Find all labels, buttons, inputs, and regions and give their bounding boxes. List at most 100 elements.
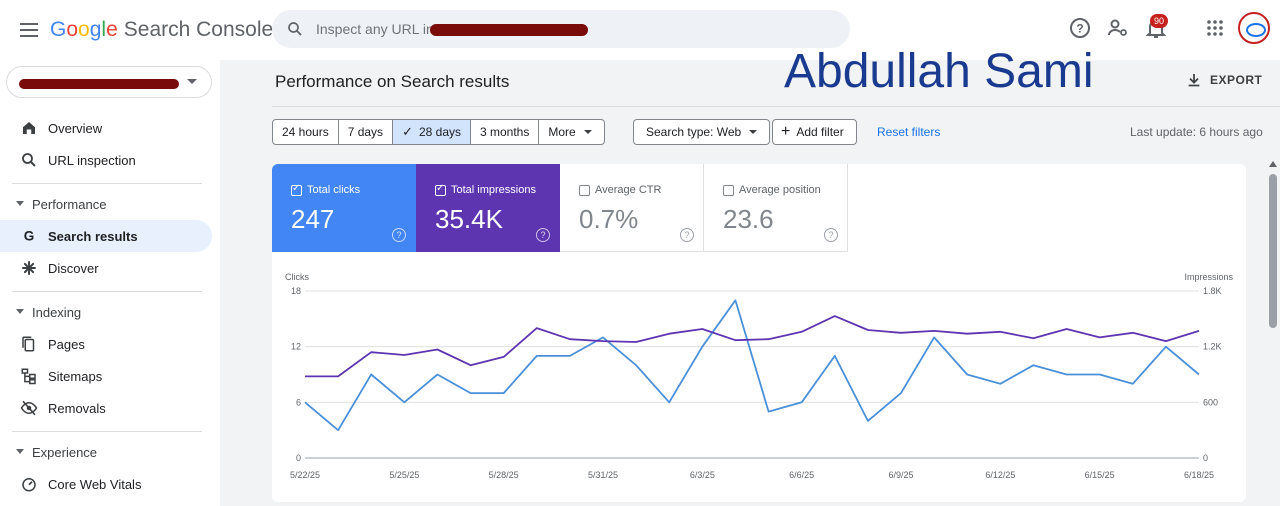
account-avatar[interactable] <box>1238 12 1270 44</box>
range-3-months[interactable]: 3 months <box>471 120 540 144</box>
data-point-impressions[interactable] <box>1196 328 1202 334</box>
data-point-impressions[interactable] <box>964 331 970 337</box>
sidebar-item-url-inspection[interactable]: URL inspection <box>0 144 212 176</box>
sidebar-item-sitemaps[interactable]: Sitemaps <box>0 360 212 392</box>
data-point-clicks[interactable] <box>368 372 374 378</box>
checkbox-unchecked-icon[interactable] <box>579 185 590 196</box>
data-point-impressions[interactable] <box>567 336 573 342</box>
data-point-impressions[interactable] <box>931 328 937 334</box>
metric-total-impressions[interactable]: Total impressions 35.4K ? <box>416 164 560 252</box>
data-point-impressions[interactable] <box>434 346 440 352</box>
data-point-clicks[interactable] <box>865 418 871 424</box>
data-point-clicks[interactable] <box>1097 372 1103 378</box>
property-selector[interactable] <box>6 66 212 98</box>
metric-average-ctr[interactable]: Average CTR 0.7% ? <box>560 164 704 252</box>
data-point-clicks[interactable] <box>699 344 705 350</box>
help-icon[interactable]: ? <box>392 228 406 242</box>
data-point-clicks[interactable] <box>898 390 904 396</box>
data-point-clicks[interactable] <box>1130 381 1136 387</box>
data-point-impressions[interactable] <box>699 326 705 332</box>
checkbox-unchecked-icon[interactable] <box>723 185 734 196</box>
data-point-clicks[interactable] <box>931 334 937 340</box>
range-7-days[interactable]: 7 days <box>339 120 394 144</box>
data-point-impressions[interactable] <box>633 339 639 345</box>
sidebar-item-discover[interactable]: Discover <box>0 252 212 284</box>
manage-users-icon[interactable] <box>1106 16 1130 40</box>
data-point-clicks[interactable] <box>832 353 838 359</box>
data-point-clicks[interactable] <box>567 353 573 359</box>
help-icon[interactable]: ? <box>824 228 838 242</box>
data-point-impressions[interactable] <box>600 338 606 344</box>
data-point-clicks[interactable] <box>401 399 407 405</box>
data-point-clicks[interactable] <box>1196 372 1202 378</box>
data-point-clicks[interactable] <box>666 399 672 405</box>
data-point-impressions[interactable] <box>832 313 838 319</box>
data-point-impressions[interactable] <box>666 331 672 337</box>
range-28-days[interactable]: ✓ 28 days <box>393 120 471 144</box>
data-point-impressions[interactable] <box>898 330 904 336</box>
page-scrollbar[interactable] <box>1268 160 1278 506</box>
url-inspection-search[interactable] <box>272 10 850 48</box>
scrollbar-thumb[interactable] <box>1269 174 1277 328</box>
data-point-clicks[interactable] <box>1064 372 1070 378</box>
metric-average-position[interactable]: Average position 23.6 ? <box>704 164 848 252</box>
data-point-impressions[interactable] <box>732 337 738 343</box>
range-more-dropdown[interactable]: More <box>539 120 603 144</box>
series-line-impressions[interactable] <box>305 315 1200 378</box>
metric-total-clicks[interactable]: Total clicks 247 ? <box>272 164 416 252</box>
search-console-logo[interactable]: Google Search Console <box>50 18 274 41</box>
data-point-clicks[interactable] <box>633 362 639 368</box>
main-menu-icon[interactable] <box>14 16 44 44</box>
data-point-impressions[interactable] <box>766 336 772 342</box>
data-point-clicks[interactable] <box>997 381 1003 387</box>
data-point-clicks[interactable] <box>1163 344 1169 350</box>
data-point-clicks[interactable] <box>302 399 308 405</box>
sidebar-item-overview[interactable]: Overview <box>0 112 212 144</box>
sidebar-section-experience[interactable]: Experience <box>0 440 212 464</box>
range-24-hours[interactable]: 24 hours <box>273 120 339 144</box>
scroll-up-arrow-icon[interactable] <box>1269 161 1277 167</box>
sidebar-item-core-web-vitals[interactable]: Core Web Vitals <box>0 468 212 500</box>
data-point-impressions[interactable] <box>1030 335 1036 341</box>
data-point-impressions[interactable] <box>302 373 308 379</box>
sidebar-section-indexing[interactable]: Indexing <box>0 300 212 324</box>
sidebar-section-performance[interactable]: Performance <box>0 192 212 216</box>
checkbox-checked-icon[interactable] <box>291 183 302 196</box>
data-point-impressions[interactable] <box>335 373 341 379</box>
add-filter-button[interactable]: + Add filter <box>772 119 857 145</box>
sidebar-item-search-results[interactable]: G Search results <box>0 220 212 252</box>
data-point-impressions[interactable] <box>1130 330 1136 336</box>
data-point-impressions[interactable] <box>997 329 1003 335</box>
data-point-impressions[interactable] <box>799 329 805 335</box>
data-point-impressions[interactable] <box>401 352 407 358</box>
data-point-clicks[interactable] <box>1030 362 1036 368</box>
data-point-impressions[interactable] <box>1064 326 1070 332</box>
search-type-filter[interactable]: Search type: Web <box>633 119 771 145</box>
checkbox-checked-icon[interactable] <box>435 183 446 196</box>
data-point-clicks[interactable] <box>501 390 507 396</box>
apps-grid-icon[interactable] <box>1203 16 1227 40</box>
data-point-clicks[interactable] <box>766 409 772 415</box>
help-icon[interactable]: ? <box>680 228 694 242</box>
data-point-impressions[interactable] <box>865 327 871 333</box>
data-point-clicks[interactable] <box>534 353 540 359</box>
data-point-clicks[interactable] <box>799 399 805 405</box>
data-point-impressions[interactable] <box>1163 338 1169 344</box>
sidebar-item-pages[interactable]: Pages <box>0 328 212 360</box>
reset-filters-link[interactable]: Reset filters <box>877 125 941 139</box>
sidebar-item-removals[interactable]: Removals <box>0 392 212 424</box>
data-point-clicks[interactable] <box>468 390 474 396</box>
export-button[interactable]: EXPORT <box>1186 70 1262 90</box>
data-point-impressions[interactable] <box>501 354 507 360</box>
help-icon[interactable]: ? <box>536 228 550 242</box>
data-point-clicks[interactable] <box>335 427 341 433</box>
data-point-impressions[interactable] <box>468 362 474 368</box>
series-line-clicks[interactable] <box>304 299 1200 432</box>
help-icon[interactable]: ? <box>1068 16 1092 40</box>
data-point-clicks[interactable] <box>964 372 970 378</box>
data-point-impressions[interactable] <box>1097 334 1103 340</box>
data-point-impressions[interactable] <box>368 349 374 355</box>
data-point-clicks[interactable] <box>732 297 738 303</box>
data-point-clicks[interactable] <box>434 372 440 378</box>
data-point-impressions[interactable] <box>534 325 540 331</box>
